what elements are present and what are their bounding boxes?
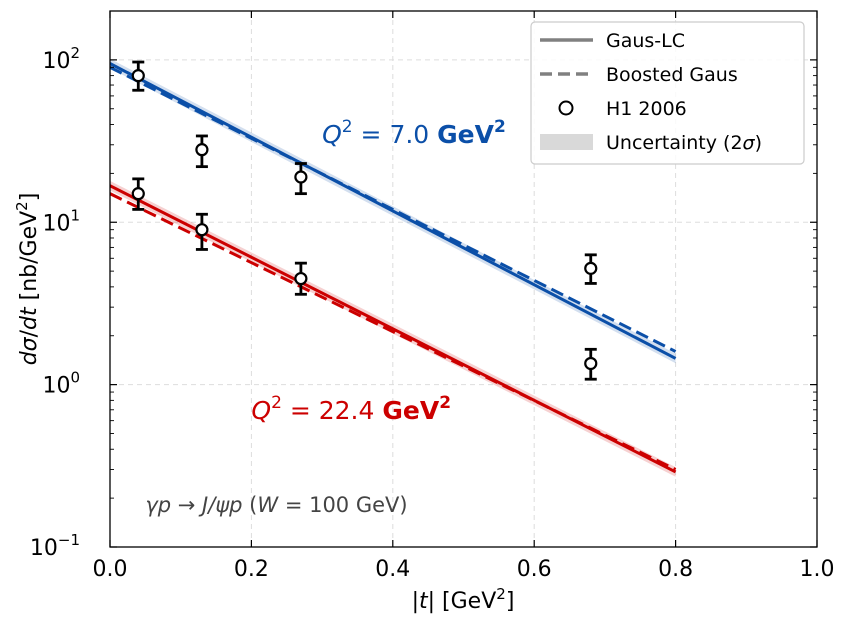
q2-label-7: Q2 = 7.0 GeV2 <box>322 117 506 149</box>
legend-swatch-band <box>540 134 593 150</box>
legend-label: H1 2006 <box>606 98 687 120</box>
ylabel-dt: dt <box>17 306 42 330</box>
legend-swatch-marker <box>558 100 574 116</box>
x-axis-label: |t| [GeV2] <box>412 585 515 614</box>
xlabel-unit: | [GeV <box>428 589 497 614</box>
y-tick-base: 10 <box>30 536 58 561</box>
y-tick-exponent: 1 <box>70 206 80 224</box>
q-unit-exponent: 2 <box>439 393 451 413</box>
xlabel-t: t <box>419 589 429 614</box>
data-point <box>195 143 209 157</box>
boosted-gaus-line <box>110 192 677 471</box>
process-paren: ( <box>243 493 258 517</box>
ylabel-exponent: 2 <box>13 201 31 211</box>
y-tick-base: 10 <box>42 49 70 74</box>
q-symbol: Q <box>251 396 271 425</box>
data-points <box>131 60 598 381</box>
legend-label: Boosted Gaus <box>606 64 738 86</box>
process-w: W <box>257 493 279 517</box>
legend-label: Gaus-LC <box>606 30 685 52</box>
data-point <box>131 69 145 83</box>
data-point <box>195 223 209 237</box>
data-point <box>584 261 598 275</box>
x-tick-label: 1.0 <box>800 557 835 582</box>
x-tick-label: 0.0 <box>93 557 128 582</box>
legend-box <box>530 21 805 165</box>
q-unit-exponent: 2 <box>494 117 506 137</box>
y-tick-label: 10−1 <box>30 531 80 561</box>
xlabel-exponent: 2 <box>496 585 506 603</box>
ylabel-slash: / <box>17 329 42 337</box>
q-exponent: 2 <box>342 117 353 137</box>
legend-label-part: ) <box>755 132 762 154</box>
x-tick-label: 0.4 <box>375 557 410 582</box>
x-tick-label: 0.8 <box>658 557 693 582</box>
ylabel-unit: [nb/GeV <box>17 211 42 308</box>
q2-label-22: Q2 = 22.4 GeV2 <box>251 393 451 425</box>
y-tick-label: 100 <box>42 369 80 399</box>
x-tick-label: 0.6 <box>517 557 552 582</box>
ylabel-close: ] <box>17 193 42 202</box>
y-tick-exponent: −1 <box>58 531 80 549</box>
ylabel-dsigma: dσ <box>17 336 42 365</box>
data-point <box>131 187 145 201</box>
y-tick-base: 10 <box>42 211 70 236</box>
legend-label-sigma: σ <box>743 132 756 154</box>
q-value: = 22.4 <box>282 396 382 425</box>
gaus-lc-line <box>110 62 677 360</box>
xlabel-bar: | <box>412 589 419 614</box>
data-point <box>294 170 308 184</box>
q-value: = 7.0 <box>353 120 438 149</box>
legend-label-part: Uncertainty (2 <box>606 132 743 154</box>
data-point <box>294 271 308 286</box>
legend: Gaus-LC Boosted Gaus H1 2006 Uncertainty (2… <box>530 21 805 165</box>
q-unit: GeV <box>382 396 439 425</box>
data-point <box>584 356 598 371</box>
plot-frame <box>109 10 818 548</box>
boosted-gaus-line <box>110 65 677 353</box>
y-axis-label: dσ/dt [nb/GeV2] <box>13 193 42 366</box>
xlabel-close: ] <box>506 589 515 614</box>
y-tick-label: 102 <box>42 44 80 74</box>
q-exponent: 2 <box>271 393 282 413</box>
y-tick-label: 101 <box>42 206 80 236</box>
q-unit: GeV <box>437 120 494 149</box>
process-reaction: γp → J/ψp <box>145 493 242 517</box>
process-label: γp → J/ψp (W = 100 GeV) <box>145 493 407 517</box>
process-energy: = 100 GeV) <box>278 493 407 517</box>
x-tick-label: 0.2 <box>234 557 269 582</box>
y-tick-exponent: 0 <box>70 369 80 387</box>
q-symbol: Q <box>322 120 342 149</box>
y-tick-base: 10 <box>42 374 70 399</box>
legend-label: Uncertainty (2σ) <box>606 132 762 154</box>
y-tick-exponent: 2 <box>70 44 80 62</box>
